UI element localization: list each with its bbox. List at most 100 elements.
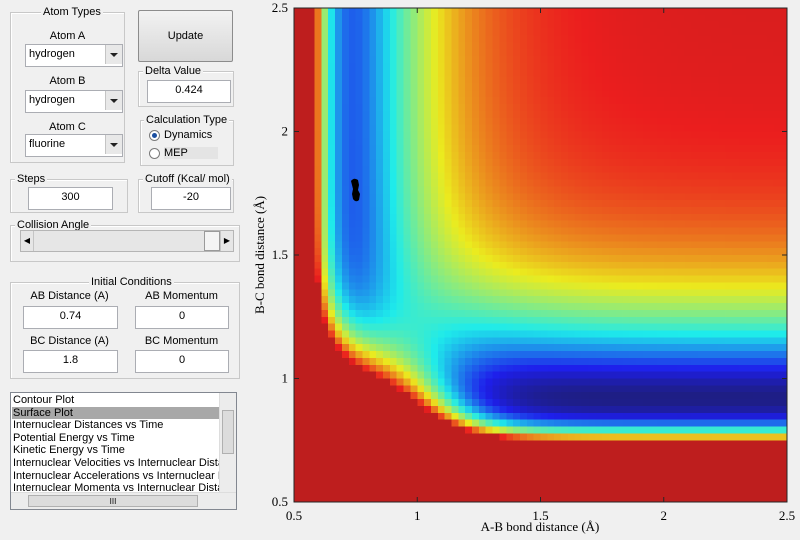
list-item[interactable]: Internuclear Distances vs Time — [13, 419, 164, 432]
radio-button[interactable] — [149, 148, 160, 159]
surface-cell — [314, 447, 322, 455]
update-button[interactable]: Update — [138, 10, 233, 62]
slider-thumb[interactable] — [204, 231, 220, 251]
surface-cell — [437, 8, 446, 16]
surface-cell — [718, 200, 726, 208]
surface-cell — [472, 110, 480, 119]
surface-cell — [581, 309, 590, 318]
surface-cell — [348, 309, 357, 318]
surface-cell — [403, 460, 412, 469]
surface-cell — [341, 172, 350, 181]
radio-button[interactable] — [149, 130, 160, 141]
surface-cell — [300, 303, 309, 311]
list-item[interactable]: Internuclear Momenta vs Internuclear Dis… — [13, 482, 219, 495]
cutoff-input[interactable]: -20 — [151, 187, 231, 210]
surface-cell — [739, 69, 747, 78]
surface-cell — [704, 316, 713, 325]
bc-momentum-input[interactable]: 0 — [135, 350, 229, 373]
atom-a-select[interactable]: hydrogen — [25, 44, 123, 67]
surface-cell — [417, 419, 425, 428]
radio-label[interactable]: MEP — [164, 147, 218, 159]
dropdown-arrow[interactable] — [105, 135, 122, 154]
surface-cell — [341, 158, 350, 167]
surface-cell — [745, 234, 754, 242]
list-item[interactable]: Potential Energy vs Time — [13, 431, 135, 444]
surface-cell — [444, 117, 453, 126]
surface-cell — [697, 385, 706, 393]
surface-cell — [444, 337, 453, 345]
surface-cell — [321, 303, 329, 311]
list-item[interactable]: Contour Plot — [13, 394, 75, 406]
surface-cell — [403, 364, 412, 373]
angle-slider[interactable]: ◀ ▶ — [20, 230, 234, 252]
slider-right-arrow[interactable]: ▶ — [220, 231, 233, 251]
surface-cell — [403, 289, 412, 297]
surface-cell — [608, 357, 617, 366]
ab-momentum-input[interactable]: 0 — [135, 306, 229, 329]
ab-distance-input[interactable]: 0.74 — [23, 306, 118, 329]
surface-cell — [663, 124, 672, 133]
slider-left-arrow[interactable]: ◀ — [21, 231, 34, 251]
surface-cell — [465, 385, 473, 393]
surface-cell — [362, 28, 370, 37]
surface-cell — [369, 14, 377, 23]
surface-cell — [513, 419, 521, 428]
bc-distance-input[interactable]: 1.8 — [23, 350, 118, 373]
surface-cell — [369, 152, 377, 160]
vertical-scrollbar[interactable] — [219, 393, 236, 493]
surface-cell — [403, 453, 412, 462]
surface-cell — [526, 323, 535, 332]
surface-cell — [451, 371, 459, 380]
surface-cell — [437, 28, 446, 37]
surface-cell — [711, 145, 720, 153]
dropdown-arrow[interactable] — [105, 91, 122, 110]
surface-cell — [608, 447, 617, 455]
surface-cell — [437, 220, 446, 229]
delta-value-input[interactable]: 0.424 — [147, 80, 231, 103]
surface-cell — [533, 426, 542, 434]
surface-cell — [677, 419, 685, 428]
surface-cell — [697, 440, 706, 448]
surface-cell — [478, 124, 487, 133]
surface-cell — [335, 234, 343, 242]
surface-cell — [499, 351, 507, 359]
list-item[interactable]: Internuclear Velocities vs Internuclear … — [13, 457, 219, 469]
surface-cell — [608, 200, 617, 208]
surface-cell — [581, 275, 590, 284]
surface-cell — [383, 337, 391, 345]
surface-cell — [341, 474, 350, 483]
atom-c-select[interactable]: fluorine — [25, 134, 123, 157]
surface-cell — [711, 255, 720, 263]
horizontal-scrollbar[interactable]: III — [11, 492, 236, 509]
atom-b-select[interactable]: hydrogen — [25, 90, 123, 113]
surface-cell — [561, 371, 569, 380]
list-item[interactable]: Kinetic Energy vs Time — [13, 444, 125, 457]
surface-cell — [595, 62, 603, 71]
surface-cell — [588, 42, 596, 50]
surface-cell — [574, 351, 583, 359]
plot-listbox[interactable]: III Contour Plot Surface Plot Internuclear… — [10, 392, 237, 510]
dropdown-arrow[interactable] — [105, 45, 122, 64]
surface-cell — [684, 69, 692, 78]
list-item[interactable]: Internuclear Accelerations vs Internucle… — [13, 469, 219, 482]
surface-cell — [410, 117, 418, 126]
surface-cell — [430, 453, 439, 462]
steps-input[interactable]: 300 — [28, 187, 113, 210]
surface-cell — [540, 248, 548, 256]
scroll-thumb[interactable] — [222, 410, 234, 454]
surface-cell — [437, 138, 446, 146]
surface-cell — [403, 172, 412, 181]
scroll-thumb[interactable]: III — [28, 495, 198, 507]
surface-cell — [636, 206, 644, 215]
surface-cell — [526, 241, 535, 249]
list-item[interactable]: Surface Plot — [12, 406, 219, 420]
surface-cell — [396, 467, 405, 476]
radio-label[interactable]: Dynamics — [164, 129, 213, 141]
surface-cell — [602, 241, 610, 249]
surface-cell — [430, 69, 439, 78]
surface-cell — [533, 357, 542, 366]
surface-cell — [369, 316, 377, 325]
surface-cell — [321, 440, 329, 448]
surface-cell — [437, 69, 446, 78]
surface-cell — [725, 385, 733, 393]
